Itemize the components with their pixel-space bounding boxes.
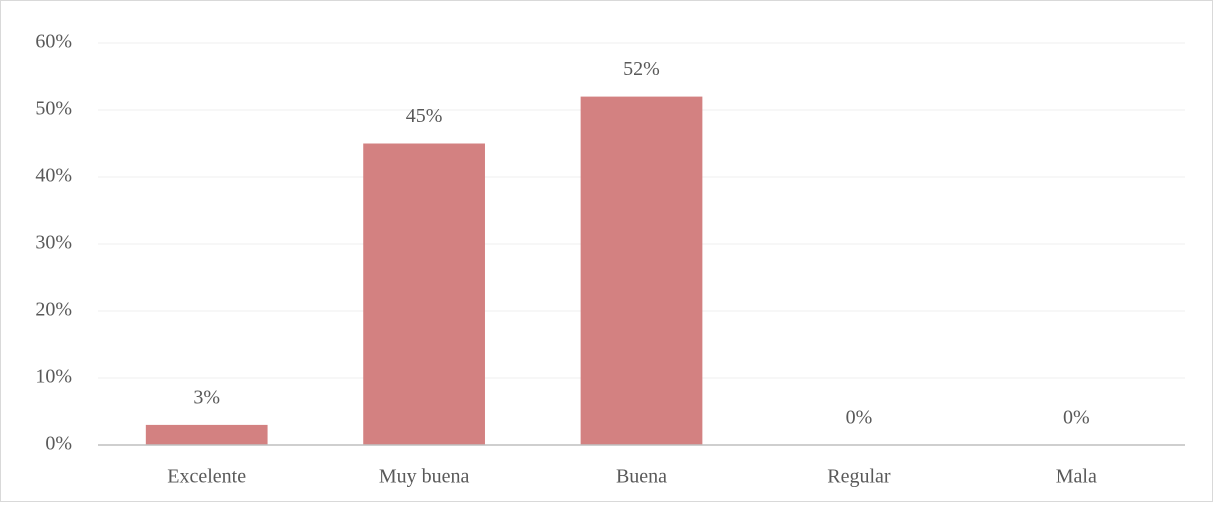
bar bbox=[580, 96, 703, 445]
y-tick-label: 50% bbox=[35, 98, 72, 120]
x-tick-label: Mala bbox=[1056, 466, 1097, 488]
value-label: 45% bbox=[406, 105, 443, 127]
y-tick-label: 10% bbox=[35, 366, 72, 388]
y-tick-label: 30% bbox=[35, 232, 72, 254]
x-tick-label: Buena bbox=[616, 466, 667, 488]
bar bbox=[363, 143, 485, 445]
value-label: 0% bbox=[846, 407, 873, 429]
x-tick-label: Excelente bbox=[167, 466, 246, 488]
value-label: 3% bbox=[193, 386, 220, 408]
y-tick-label: 60% bbox=[35, 31, 72, 53]
x-tick-label: Regular bbox=[827, 466, 891, 488]
y-tick-label: 20% bbox=[35, 299, 72, 321]
x-tick-label: Muy buena bbox=[379, 466, 470, 488]
y-tick-label: 40% bbox=[35, 165, 72, 187]
value-label: 52% bbox=[623, 58, 660, 80]
y-tick-label: 0% bbox=[45, 433, 72, 455]
bar bbox=[145, 424, 268, 445]
value-label: 0% bbox=[1063, 407, 1090, 429]
